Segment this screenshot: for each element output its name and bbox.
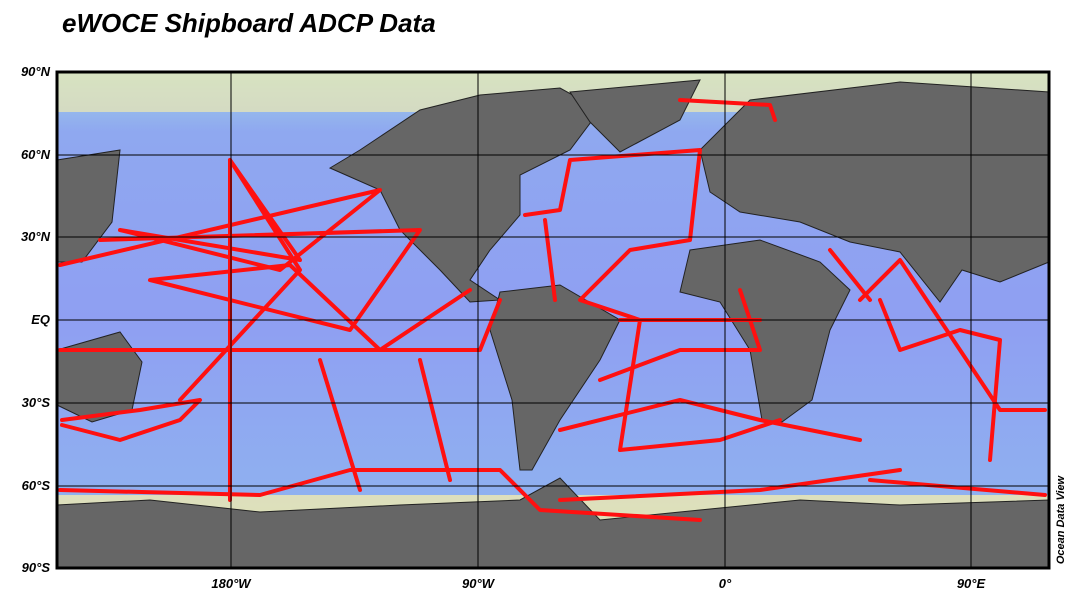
latitude-label: 60°S <box>22 478 51 493</box>
latitude-label: 30°S <box>22 395 51 410</box>
longitude-label: 0° <box>719 576 732 591</box>
longitude-label: 90°W <box>462 576 496 591</box>
credit: Ocean Data View <box>1055 474 1067 564</box>
latitude-label: 30°N <box>21 229 51 244</box>
ship-track <box>58 298 502 352</box>
ship-track <box>523 148 782 452</box>
land <box>56 79 1050 569</box>
latitude-label: 90°N <box>21 64 51 79</box>
longitude-label: 180°W <box>211 576 252 591</box>
latitude-label: EQ <box>31 312 50 327</box>
latitude-labels: 90°N 60°N 30°N EQ 30°S 60°S 90°S <box>21 64 51 575</box>
map-title: eWOCE Shipboard ADCP Data <box>62 8 436 38</box>
africa <box>679 239 851 423</box>
ship-track <box>58 468 702 522</box>
ship-track <box>858 258 1047 462</box>
ship-track <box>60 398 202 442</box>
latitude-label: 60°N <box>21 147 51 162</box>
ship-track <box>678 98 1047 497</box>
graticule <box>57 72 1049 568</box>
map-frame <box>55 70 1051 570</box>
latitude-label: 90°S <box>22 560 51 575</box>
ship-track <box>58 158 382 402</box>
ship-track <box>228 158 452 502</box>
eurasia <box>699 81 1050 303</box>
longitude-label: 90°E <box>957 576 986 591</box>
ship-track <box>558 398 902 502</box>
greenland <box>569 79 701 153</box>
longitude-labels: 180°W 90°W 0° 90°E <box>211 576 985 591</box>
